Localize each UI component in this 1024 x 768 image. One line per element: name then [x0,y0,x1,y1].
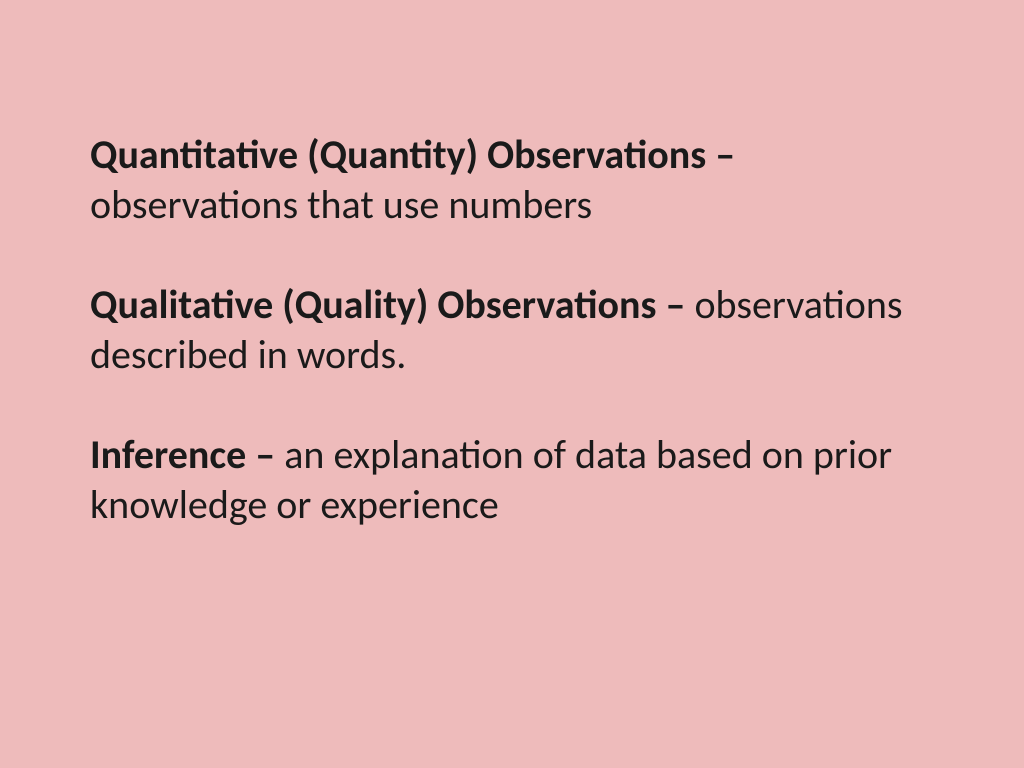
definition-block-inference: Inference – an explanation of data based… [90,430,934,530]
definition-block-quantitative: Quantitative (Quantity) Observations – o… [90,130,934,230]
definition-block-qualitative: Qualitative (Quality) Observations – obs… [90,280,934,380]
term-inference: Inference – [90,430,284,479]
term-qualitative: Qualitative (Quality) Observations – [90,280,694,329]
term-quantitative: Quantitative (Quantity) Observations – [90,130,735,179]
slide-content: Quantitative (Quantity) Observations – o… [90,130,934,530]
description-quantitative: observations that use numbers [90,180,592,229]
